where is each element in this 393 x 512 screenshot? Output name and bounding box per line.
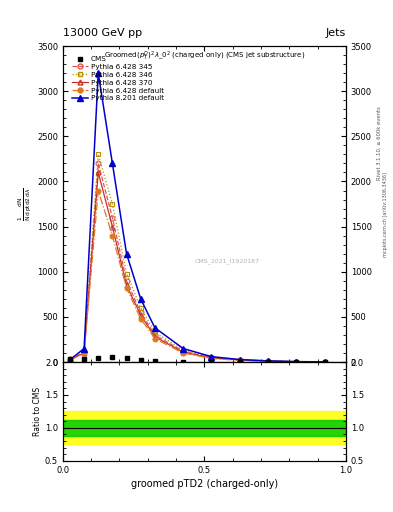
Pythia 6.428 346 — [68, 356, 72, 362]
Line: Pythia 6.428 default: Pythia 6.428 default — [68, 188, 327, 365]
Pythia 6.428 default — [181, 350, 185, 356]
Pythia 6.428 370 — [237, 357, 242, 363]
Pythia 8.201 default — [138, 296, 143, 302]
Pythia 6.428 default — [294, 359, 299, 365]
Pythia 8.201 default — [322, 359, 327, 365]
Pythia 6.428 346 — [294, 358, 299, 365]
Legend: CMS, Pythia 6.428 345, Pythia 6.428 346, Pythia 6.428 370, Pythia 6.428 default,: CMS, Pythia 6.428 345, Pythia 6.428 346,… — [72, 56, 164, 101]
X-axis label: groomed pTD2 (charged-only): groomed pTD2 (charged-only) — [131, 479, 278, 489]
Pythia 6.428 370 — [266, 358, 270, 364]
Pythia 6.428 370 — [181, 349, 185, 355]
Pythia 6.428 346 — [110, 201, 115, 207]
Pythia 6.428 345 — [82, 349, 86, 355]
Pythia 8.201 default — [266, 358, 270, 364]
Pythia 6.428 370 — [82, 350, 86, 356]
Pythia 6.428 default — [209, 355, 214, 361]
Pythia 8.201 default — [294, 358, 299, 365]
Y-axis label: $\frac{1}{\mathrm{N}}\frac{\mathrm{d}\mathrm{N}}{\mathrm{d}\,\mathrm{ptd2}\,\mat: $\frac{1}{\mathrm{N}}\frac{\mathrm{d}\ma… — [17, 187, 34, 221]
Pythia 6.428 default — [138, 316, 143, 322]
Pythia 6.428 default — [82, 350, 86, 356]
Pythia 8.201 default — [152, 325, 157, 331]
Line: Pythia 8.201 default: Pythia 8.201 default — [67, 70, 327, 365]
Pythia 6.428 345 — [209, 354, 214, 360]
Line: Pythia 6.428 345: Pythia 6.428 345 — [68, 161, 327, 365]
Pythia 8.201 default — [82, 346, 86, 352]
Pythia 8.201 default — [209, 354, 214, 360]
Pythia 6.428 345 — [152, 332, 157, 338]
Pythia 8.201 default — [181, 346, 185, 352]
Pythia 8.201 default — [124, 251, 129, 257]
Pythia 6.428 370 — [138, 312, 143, 318]
Pythia 6.428 346 — [237, 356, 242, 362]
Pythia 6.428 346 — [138, 305, 143, 311]
Pythia 6.428 default — [124, 285, 129, 291]
Pythia 6.428 346 — [96, 152, 101, 158]
Pythia 6.428 345 — [322, 359, 327, 365]
Pythia 8.201 default — [68, 357, 72, 363]
Pythia 6.428 345 — [96, 160, 101, 166]
Pythia 6.428 default — [68, 357, 72, 364]
Pythia 6.428 346 — [266, 358, 270, 364]
Pythia 6.428 345 — [138, 309, 143, 315]
Pythia 6.428 370 — [68, 357, 72, 363]
Pythia 6.428 346 — [181, 347, 185, 353]
Pythia 8.201 default — [96, 70, 101, 76]
Pythia 6.428 345 — [237, 357, 242, 363]
Pythia 6.428 default — [266, 358, 270, 365]
Line: Pythia 6.428 370: Pythia 6.428 370 — [68, 170, 327, 365]
Pythia 6.428 346 — [82, 349, 86, 355]
Pythia 8.201 default — [110, 160, 115, 166]
Pythia 6.428 346 — [209, 354, 214, 360]
Pythia 6.428 346 — [152, 329, 157, 335]
Pythia 6.428 default — [152, 335, 157, 342]
Pythia 6.428 345 — [124, 278, 129, 284]
Pythia 6.428 345 — [68, 356, 72, 362]
Text: Groomed$(p_T^D)^2\lambda\_0^2$ (charged only) (CMS jet substructure): Groomed$(p_T^D)^2\lambda\_0^2$ (charged … — [104, 49, 305, 62]
Pythia 6.428 default — [110, 232, 115, 239]
Pythia 6.428 346 — [322, 359, 327, 365]
Pythia 6.428 370 — [209, 355, 214, 361]
Pythia 6.428 370 — [110, 224, 115, 230]
Text: 13000 GeV pp: 13000 GeV pp — [63, 28, 142, 38]
Text: Rivet 3.1.10, ≥ 600k events: Rivet 3.1.10, ≥ 600k events — [377, 106, 382, 180]
Pythia 6.428 default — [237, 357, 242, 364]
Pythia 6.428 370 — [124, 282, 129, 288]
Pythia 6.428 default — [322, 359, 327, 365]
Pythia 6.428 345 — [110, 215, 115, 221]
Pythia 6.428 default — [96, 187, 101, 194]
Pythia 6.428 370 — [152, 334, 157, 340]
Pythia 6.428 345 — [181, 348, 185, 354]
Y-axis label: Ratio to CMS: Ratio to CMS — [33, 387, 42, 436]
Text: Jets: Jets — [325, 28, 346, 38]
Text: CMS_2021_I1920187: CMS_2021_I1920187 — [195, 258, 259, 264]
Text: mcplots.cern.ch [arXiv:1306.3436]: mcplots.cern.ch [arXiv:1306.3436] — [383, 173, 387, 258]
Pythia 6.428 345 — [294, 358, 299, 365]
Pythia 6.428 370 — [96, 169, 101, 176]
Pythia 8.201 default — [237, 356, 242, 362]
Pythia 6.428 345 — [266, 358, 270, 364]
Line: Pythia 6.428 346: Pythia 6.428 346 — [68, 152, 327, 365]
Pythia 6.428 346 — [124, 270, 129, 276]
Pythia 6.428 370 — [322, 359, 327, 365]
Pythia 6.428 370 — [294, 358, 299, 365]
